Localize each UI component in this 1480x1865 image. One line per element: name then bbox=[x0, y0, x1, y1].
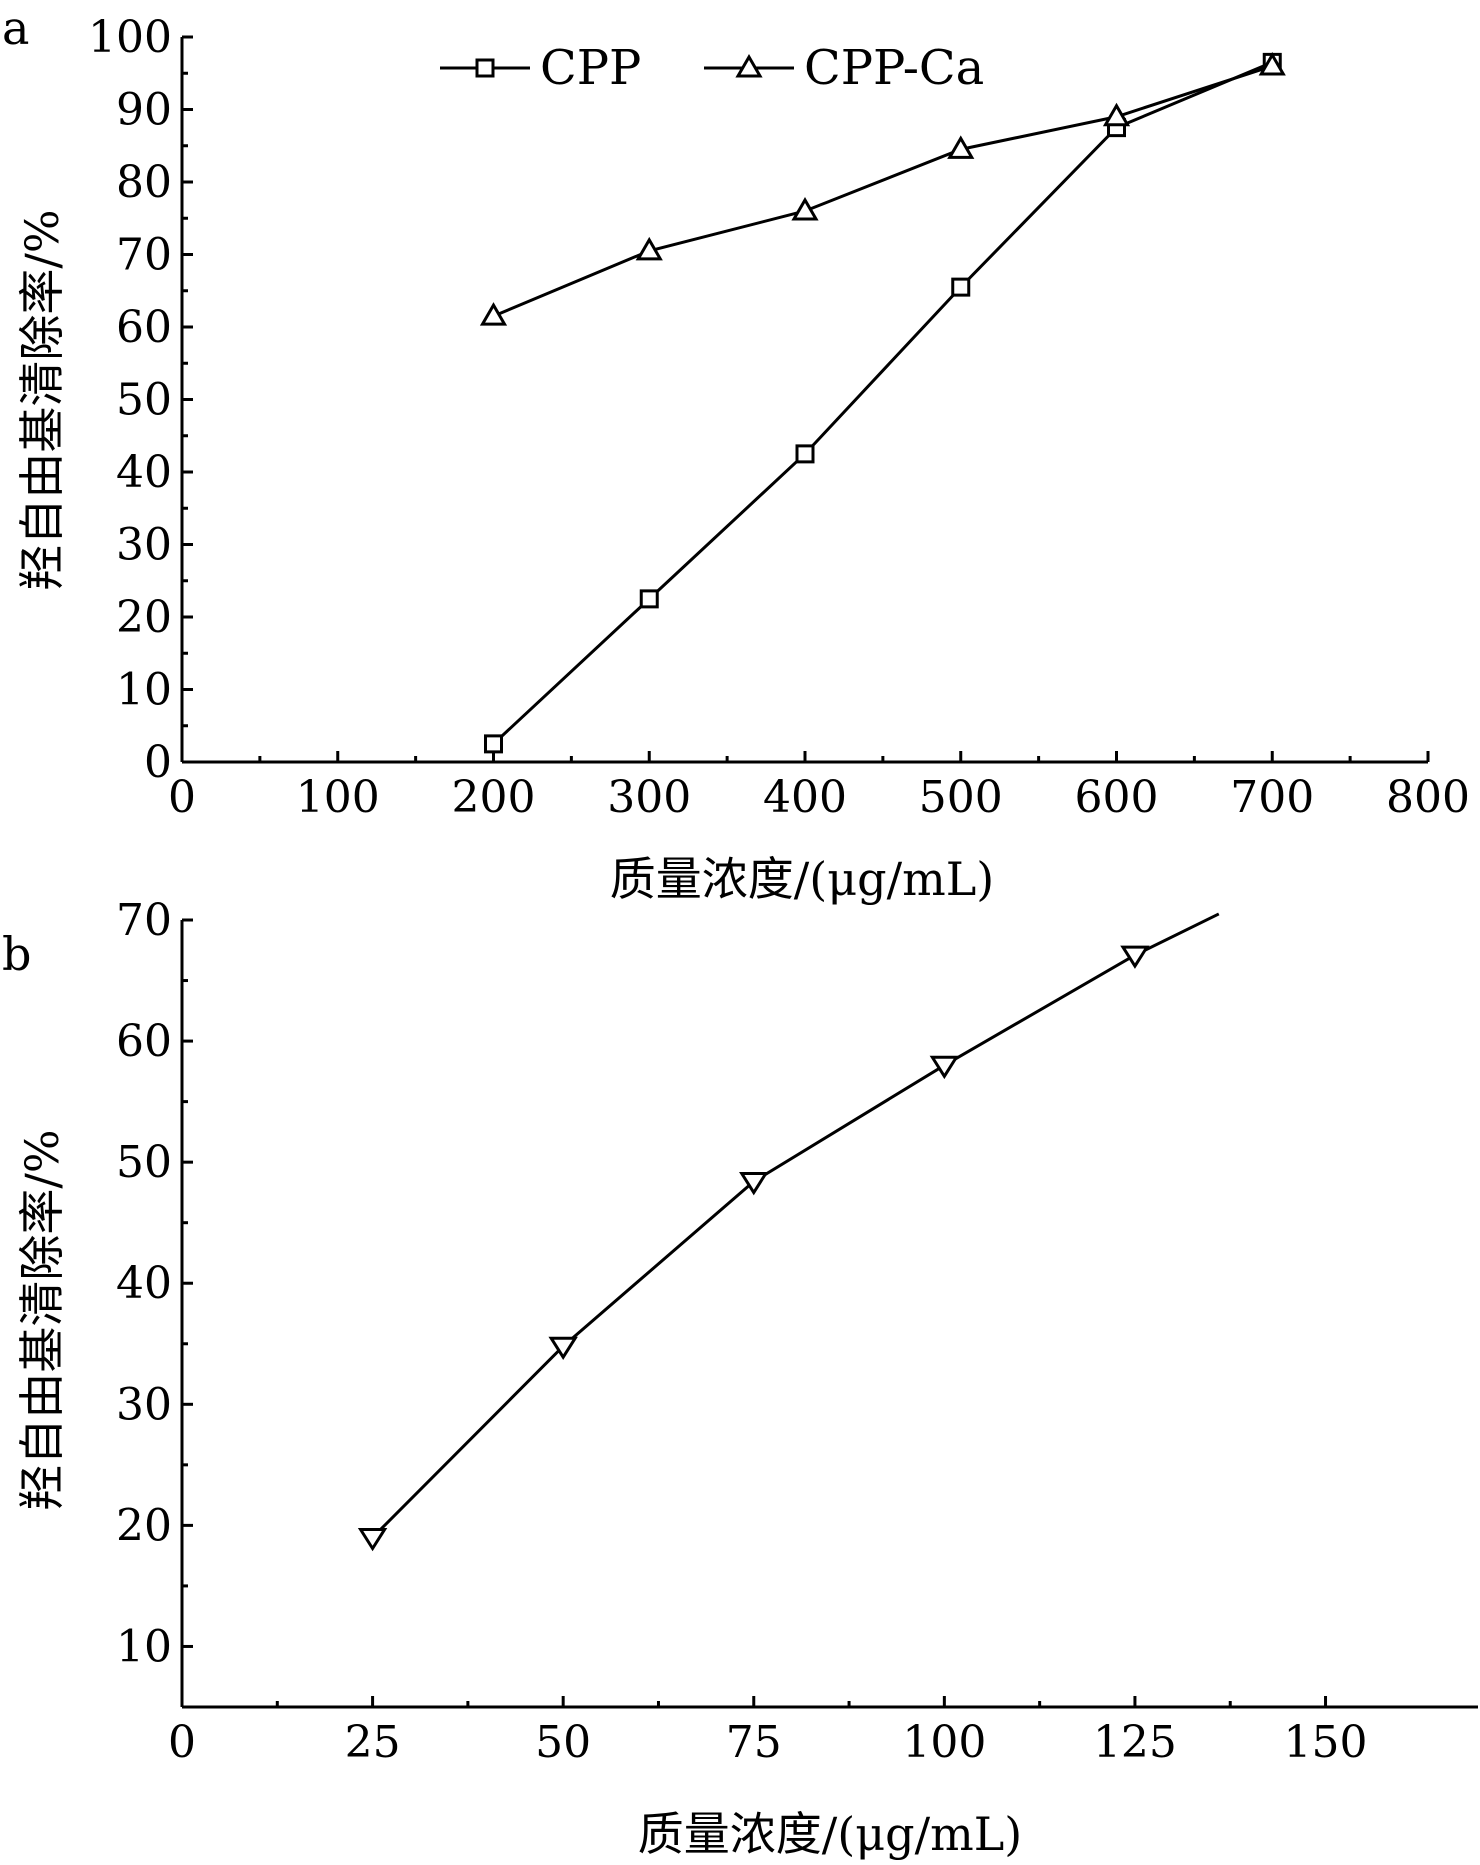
a-x-tick-label: 0 bbox=[168, 772, 196, 823]
a-y-tick-label: 40 bbox=[116, 447, 172, 498]
a-legend-label-0: CPP bbox=[540, 40, 641, 96]
a-x-tick-label: 300 bbox=[607, 772, 691, 823]
b-x-tick-label: 50 bbox=[535, 1717, 591, 1768]
b-y-tick-label: 10 bbox=[116, 1621, 172, 1672]
a-y-tick-label: 0 bbox=[144, 737, 172, 788]
a-x-tick-label: 700 bbox=[1230, 772, 1314, 823]
a-y-axis-title: 羟自由基清除率/% bbox=[15, 209, 69, 590]
a-legend-label-1: CPP-Ca bbox=[804, 40, 984, 96]
a-point-0 bbox=[639, 589, 659, 609]
a-point-0 bbox=[951, 277, 971, 297]
a-series-line-1 bbox=[492, 64, 1273, 318]
b-point-0 bbox=[1120, 945, 1150, 969]
b-x-axis-title: 质量浓度/(μg/mL) bbox=[638, 1807, 1022, 1861]
b-y-tick-label: 70 bbox=[116, 895, 172, 946]
a-point-1 bbox=[947, 135, 975, 159]
a-x-tick-label: 400 bbox=[763, 772, 847, 823]
a-x-tick-label: 200 bbox=[452, 772, 536, 823]
a-legend-marker-0 bbox=[475, 58, 495, 78]
a-legend-marker-1 bbox=[735, 54, 763, 78]
a-x-axis-title: 质量浓度/(μg/mL) bbox=[610, 852, 994, 906]
a-x-tick-label: 100 bbox=[296, 772, 380, 823]
a-y-tick-label: 50 bbox=[116, 375, 172, 426]
b-point-0 bbox=[739, 1172, 769, 1196]
a-y-tick-label: 20 bbox=[116, 592, 172, 643]
a-y-tick-label: 10 bbox=[116, 665, 172, 716]
a-y-tick-label: 30 bbox=[116, 520, 172, 571]
a-series-line-0 bbox=[492, 60, 1273, 745]
a-point-1 bbox=[1258, 52, 1286, 76]
a-y-tick-label: 80 bbox=[116, 157, 172, 208]
a-x-tick-label: 800 bbox=[1386, 772, 1470, 823]
a-y-tick-label: 60 bbox=[116, 302, 172, 353]
b-x-tick-label: 125 bbox=[1093, 1717, 1177, 1768]
b-y-tick-label: 30 bbox=[116, 1379, 172, 1430]
b-y-tick-label: 20 bbox=[116, 1500, 172, 1551]
b-x-tick-label: 100 bbox=[902, 1717, 986, 1768]
a-point-1 bbox=[479, 302, 508, 326]
b-x-tick-label: 0 bbox=[168, 1717, 196, 1768]
a-point-0 bbox=[484, 734, 503, 754]
b-y-tick-label: 50 bbox=[116, 1137, 172, 1188]
a-point-1 bbox=[791, 197, 819, 221]
b-x-tick-label: 25 bbox=[345, 1717, 401, 1768]
panel-label-b: b bbox=[2, 927, 31, 981]
a-y-tick-label: 70 bbox=[116, 230, 172, 281]
b-y-axis-title: 羟自由基清除率/% bbox=[15, 1129, 69, 1510]
a-point-1 bbox=[1102, 102, 1131, 127]
b-point-0 bbox=[929, 1055, 960, 1080]
b-point-0 bbox=[357, 1527, 388, 1552]
panel-a-chart: 0 100 200 300 400 500 600 700 800 0 10 20 30 40 50 60 70… bbox=[15, 12, 1470, 906]
panel-b-chart: 0 25 50 75 100 125 150 10 20 30 40 50 60 70 质量浓度/(μg/m… bbox=[15, 895, 1478, 1861]
b-series-line-0 bbox=[371, 912, 1220, 1539]
a-x-tick-label: 600 bbox=[1075, 772, 1159, 823]
panel-label-a: a bbox=[2, 1, 29, 55]
a-x-tick-label: 500 bbox=[919, 772, 1003, 823]
b-point-0 bbox=[548, 1336, 578, 1360]
a-y-tick-label: 100 bbox=[88, 12, 172, 63]
b-y-tick-label: 40 bbox=[116, 1258, 172, 1309]
a-point-1 bbox=[635, 236, 663, 261]
a-point-0 bbox=[795, 444, 815, 464]
b-y-tick-label: 60 bbox=[116, 1016, 172, 1067]
a-y-tick-label: 90 bbox=[116, 85, 172, 136]
b-x-tick-label: 75 bbox=[726, 1717, 782, 1768]
b-x-tick-label: 150 bbox=[1284, 1717, 1368, 1768]
